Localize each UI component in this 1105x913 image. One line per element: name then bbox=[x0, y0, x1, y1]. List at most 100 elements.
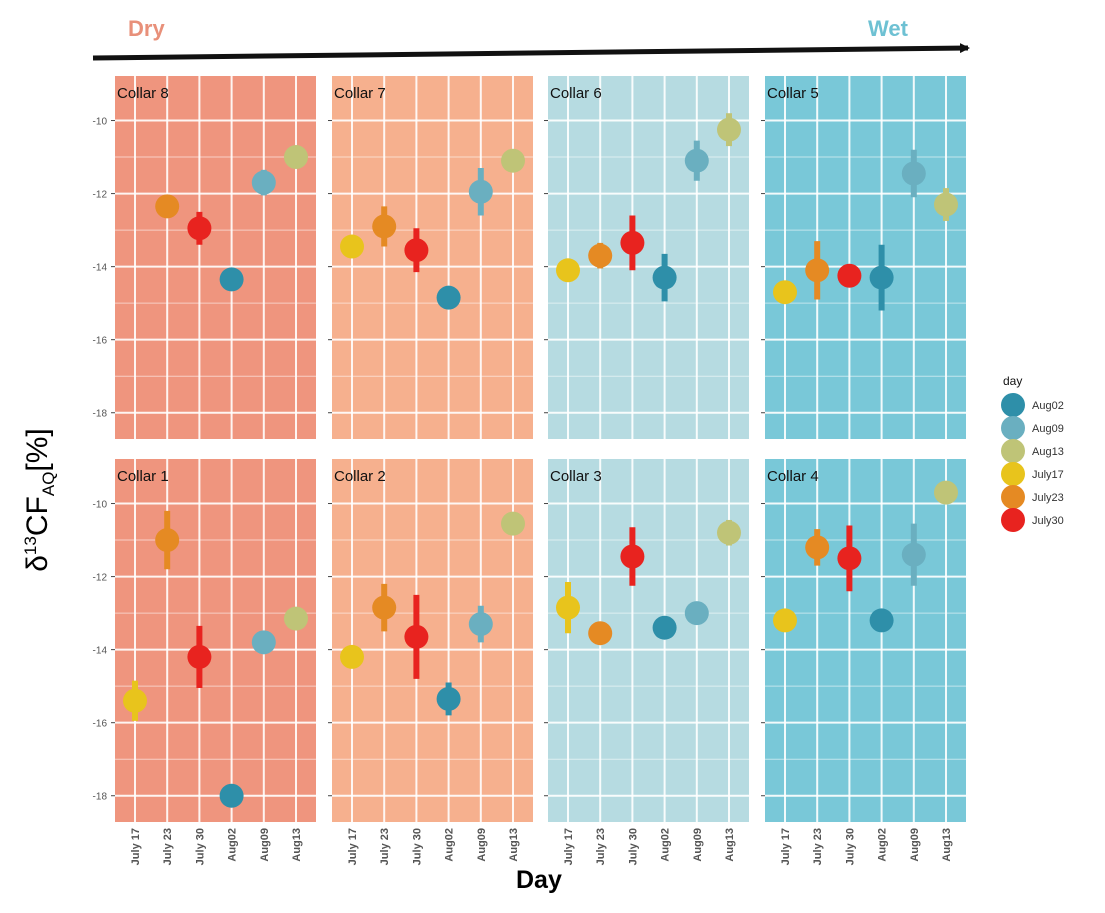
x-tick-label: Aug02 bbox=[877, 828, 889, 862]
data-point bbox=[468, 179, 493, 204]
panel-title: Collar 5 bbox=[767, 85, 819, 102]
x-tick-label: July 17 bbox=[780, 828, 792, 865]
facet-panel: Collar 4 July 17 July 23 July 30 Aug02 Aug09 A… bbox=[761, 459, 966, 865]
y-tick-label: -12 bbox=[93, 190, 108, 201]
data-point bbox=[837, 546, 862, 571]
y-tick-label: -18 bbox=[93, 792, 108, 803]
panel-title: Collar 3 bbox=[550, 468, 602, 485]
facet-panel: Collar 6 bbox=[544, 76, 749, 439]
legend-label: Aug09 bbox=[1032, 423, 1064, 435]
data-point bbox=[620, 544, 645, 569]
data-point bbox=[934, 480, 958, 505]
data-point bbox=[219, 783, 244, 808]
data-point bbox=[501, 511, 525, 536]
data-point bbox=[404, 238, 429, 263]
y-axis-title-prefix: δ bbox=[21, 555, 54, 572]
y-tick-label: -12 bbox=[93, 573, 108, 584]
x-tick-label: July 17 bbox=[347, 828, 359, 865]
panel-title: Collar 7 bbox=[334, 85, 386, 102]
data-point bbox=[556, 258, 580, 283]
x-tick-label: July 23 bbox=[595, 828, 607, 865]
data-point bbox=[123, 688, 147, 713]
data-point bbox=[251, 170, 276, 195]
data-point bbox=[869, 265, 894, 290]
legend-swatch bbox=[1001, 393, 1025, 417]
x-tick-label: Aug13 bbox=[724, 828, 736, 862]
data-point bbox=[588, 621, 613, 646]
dry-label: Dry bbox=[128, 16, 165, 41]
y-tick-label: -16 bbox=[93, 336, 108, 347]
y-tick-label: -16 bbox=[93, 719, 108, 730]
legend-label: July23 bbox=[1032, 492, 1064, 504]
legend-swatch bbox=[1001, 462, 1025, 486]
data-point bbox=[219, 267, 244, 292]
data-point bbox=[934, 192, 958, 217]
x-tick-label: Aug09 bbox=[692, 828, 704, 862]
x-tick-label: July 30 bbox=[627, 828, 639, 865]
panel-title: Collar 2 bbox=[334, 468, 386, 485]
data-point bbox=[684, 601, 709, 626]
panel-background bbox=[765, 459, 966, 822]
x-axis-title: Day bbox=[516, 866, 562, 894]
facet-panel: Collar 1 -10 -12 -14 -16 -18 July 17 July 23 Jul… bbox=[93, 459, 316, 865]
legend-label: July17 bbox=[1032, 469, 1064, 481]
panel-background bbox=[548, 459, 749, 822]
y-tick-label: -14 bbox=[93, 263, 108, 274]
panel-background bbox=[115, 76, 316, 439]
panel-background bbox=[115, 459, 316, 822]
x-tick-label: Aug13 bbox=[508, 828, 520, 862]
data-point bbox=[652, 615, 677, 640]
data-point bbox=[340, 234, 364, 259]
data-point bbox=[588, 243, 613, 268]
data-point bbox=[869, 608, 894, 633]
x-tick-label: July 30 bbox=[844, 828, 856, 865]
data-point bbox=[805, 535, 830, 560]
panel-background bbox=[765, 76, 966, 439]
facet-panel: Collar 8 -10 -12 -14 -16 -18 bbox=[93, 76, 316, 439]
data-point bbox=[620, 230, 645, 255]
data-point bbox=[284, 606, 308, 631]
x-tick-label: Aug09 bbox=[259, 828, 271, 862]
data-point bbox=[901, 542, 926, 567]
x-tick-label: Aug02 bbox=[227, 828, 239, 862]
data-point bbox=[340, 644, 364, 669]
y-axis-title-subscript: AQ bbox=[39, 471, 58, 497]
y-axis-title: δ13CFAQ[%] bbox=[21, 428, 59, 572]
data-point bbox=[372, 595, 397, 620]
data-point bbox=[155, 194, 180, 219]
data-point bbox=[436, 686, 461, 711]
facet-panel: Collar 3 July 17 July 23 July 30 Aug02 Aug09 A… bbox=[544, 459, 749, 865]
x-tick-label: July 23 bbox=[162, 828, 174, 865]
facet-panel: Collar 7 bbox=[328, 76, 533, 439]
y-axis-title-suffix: [%] bbox=[21, 428, 54, 472]
x-tick-label: July 23 bbox=[812, 828, 824, 865]
y-axis-title-superscript: 13 bbox=[21, 536, 40, 556]
data-point bbox=[805, 258, 830, 283]
data-point bbox=[684, 148, 709, 173]
data-point bbox=[901, 161, 926, 186]
panel-title: Collar 6 bbox=[550, 85, 602, 102]
panel-title: Collar 1 bbox=[117, 468, 169, 485]
facet-panel: Collar 2 July 17 July 23 July 30 Aug02 Aug09 A… bbox=[328, 459, 533, 865]
legend-title: day bbox=[1003, 374, 1022, 388]
legend-label: July30 bbox=[1032, 515, 1064, 527]
data-point bbox=[773, 280, 797, 305]
x-tick-label: Aug02 bbox=[444, 828, 456, 862]
panel-background bbox=[332, 459, 533, 822]
dry-to-wet-arrow bbox=[92, 43, 970, 61]
legend-swatch bbox=[1001, 416, 1025, 440]
data-point bbox=[773, 608, 797, 633]
panel-title: Collar 8 bbox=[117, 85, 169, 102]
x-tick-label: July 17 bbox=[130, 828, 142, 865]
x-tick-label: Aug09 bbox=[476, 828, 488, 862]
y-tick-label: -18 bbox=[93, 409, 108, 420]
legend-label: Aug13 bbox=[1032, 446, 1064, 458]
panel-background bbox=[548, 76, 749, 439]
data-point bbox=[468, 612, 493, 637]
x-tick-label: July 30 bbox=[411, 828, 423, 865]
panel-background bbox=[332, 76, 533, 439]
data-point bbox=[652, 265, 677, 290]
y-tick-label: -10 bbox=[93, 117, 108, 128]
legend-swatch bbox=[1001, 508, 1025, 532]
